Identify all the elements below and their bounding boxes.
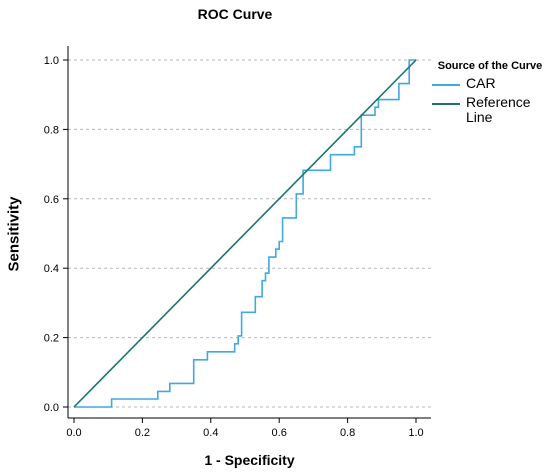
legend: Source of the Curve CAR Reference Line bbox=[432, 60, 548, 125]
axes bbox=[67, 46, 431, 419]
y-axis-title-text: Sensitivity bbox=[5, 196, 23, 272]
chart-title: ROC Curve bbox=[197, 6, 273, 22]
legend-swatch-car bbox=[432, 84, 460, 86]
y-tick-label: 0.0 bbox=[44, 402, 59, 414]
y-tick-label: 0.4 bbox=[44, 263, 59, 275]
legend-title: Source of the Curve bbox=[437, 60, 543, 72]
x-axis-title: 1 - Specificity bbox=[204, 452, 295, 468]
y-tick-label: 0.8 bbox=[44, 124, 59, 136]
y-tick-label: 0.6 bbox=[44, 194, 59, 206]
x-tick-label: 0.4 bbox=[203, 427, 218, 439]
legend-item-reference-line: Reference Line bbox=[432, 95, 548, 125]
x-tick-label: 0.2 bbox=[135, 427, 150, 439]
series bbox=[73, 59, 417, 408]
legend-label-reference-line-1: Reference bbox=[466, 94, 531, 110]
x-ticks: 0.0 0.2 0.4 0.6 0.8 1.0 bbox=[66, 418, 424, 439]
grid-lines bbox=[68, 59, 431, 408]
y-ticks: 0.0 0.2 0.4 0.6 0.8 1.0 bbox=[44, 55, 68, 414]
y-tick-label: 0.2 bbox=[44, 333, 59, 345]
legend-label-car: CAR bbox=[466, 75, 496, 91]
x-tick-label: 0.0 bbox=[66, 427, 81, 439]
legend-label-reference-line-2: Line bbox=[466, 109, 493, 125]
x-tick-label: 1.0 bbox=[408, 427, 423, 439]
series-line-reference-line bbox=[73, 59, 417, 408]
legend-swatch-reference-line bbox=[432, 103, 460, 105]
legend-label-reference-line: Reference Line bbox=[466, 95, 531, 125]
y-tick-label: 1.0 bbox=[44, 55, 59, 67]
legend-item-car: CAR bbox=[432, 76, 548, 91]
series-line-car bbox=[74, 59, 416, 408]
x-tick-label: 0.8 bbox=[340, 427, 355, 439]
x-tick-label: 0.6 bbox=[272, 427, 287, 439]
